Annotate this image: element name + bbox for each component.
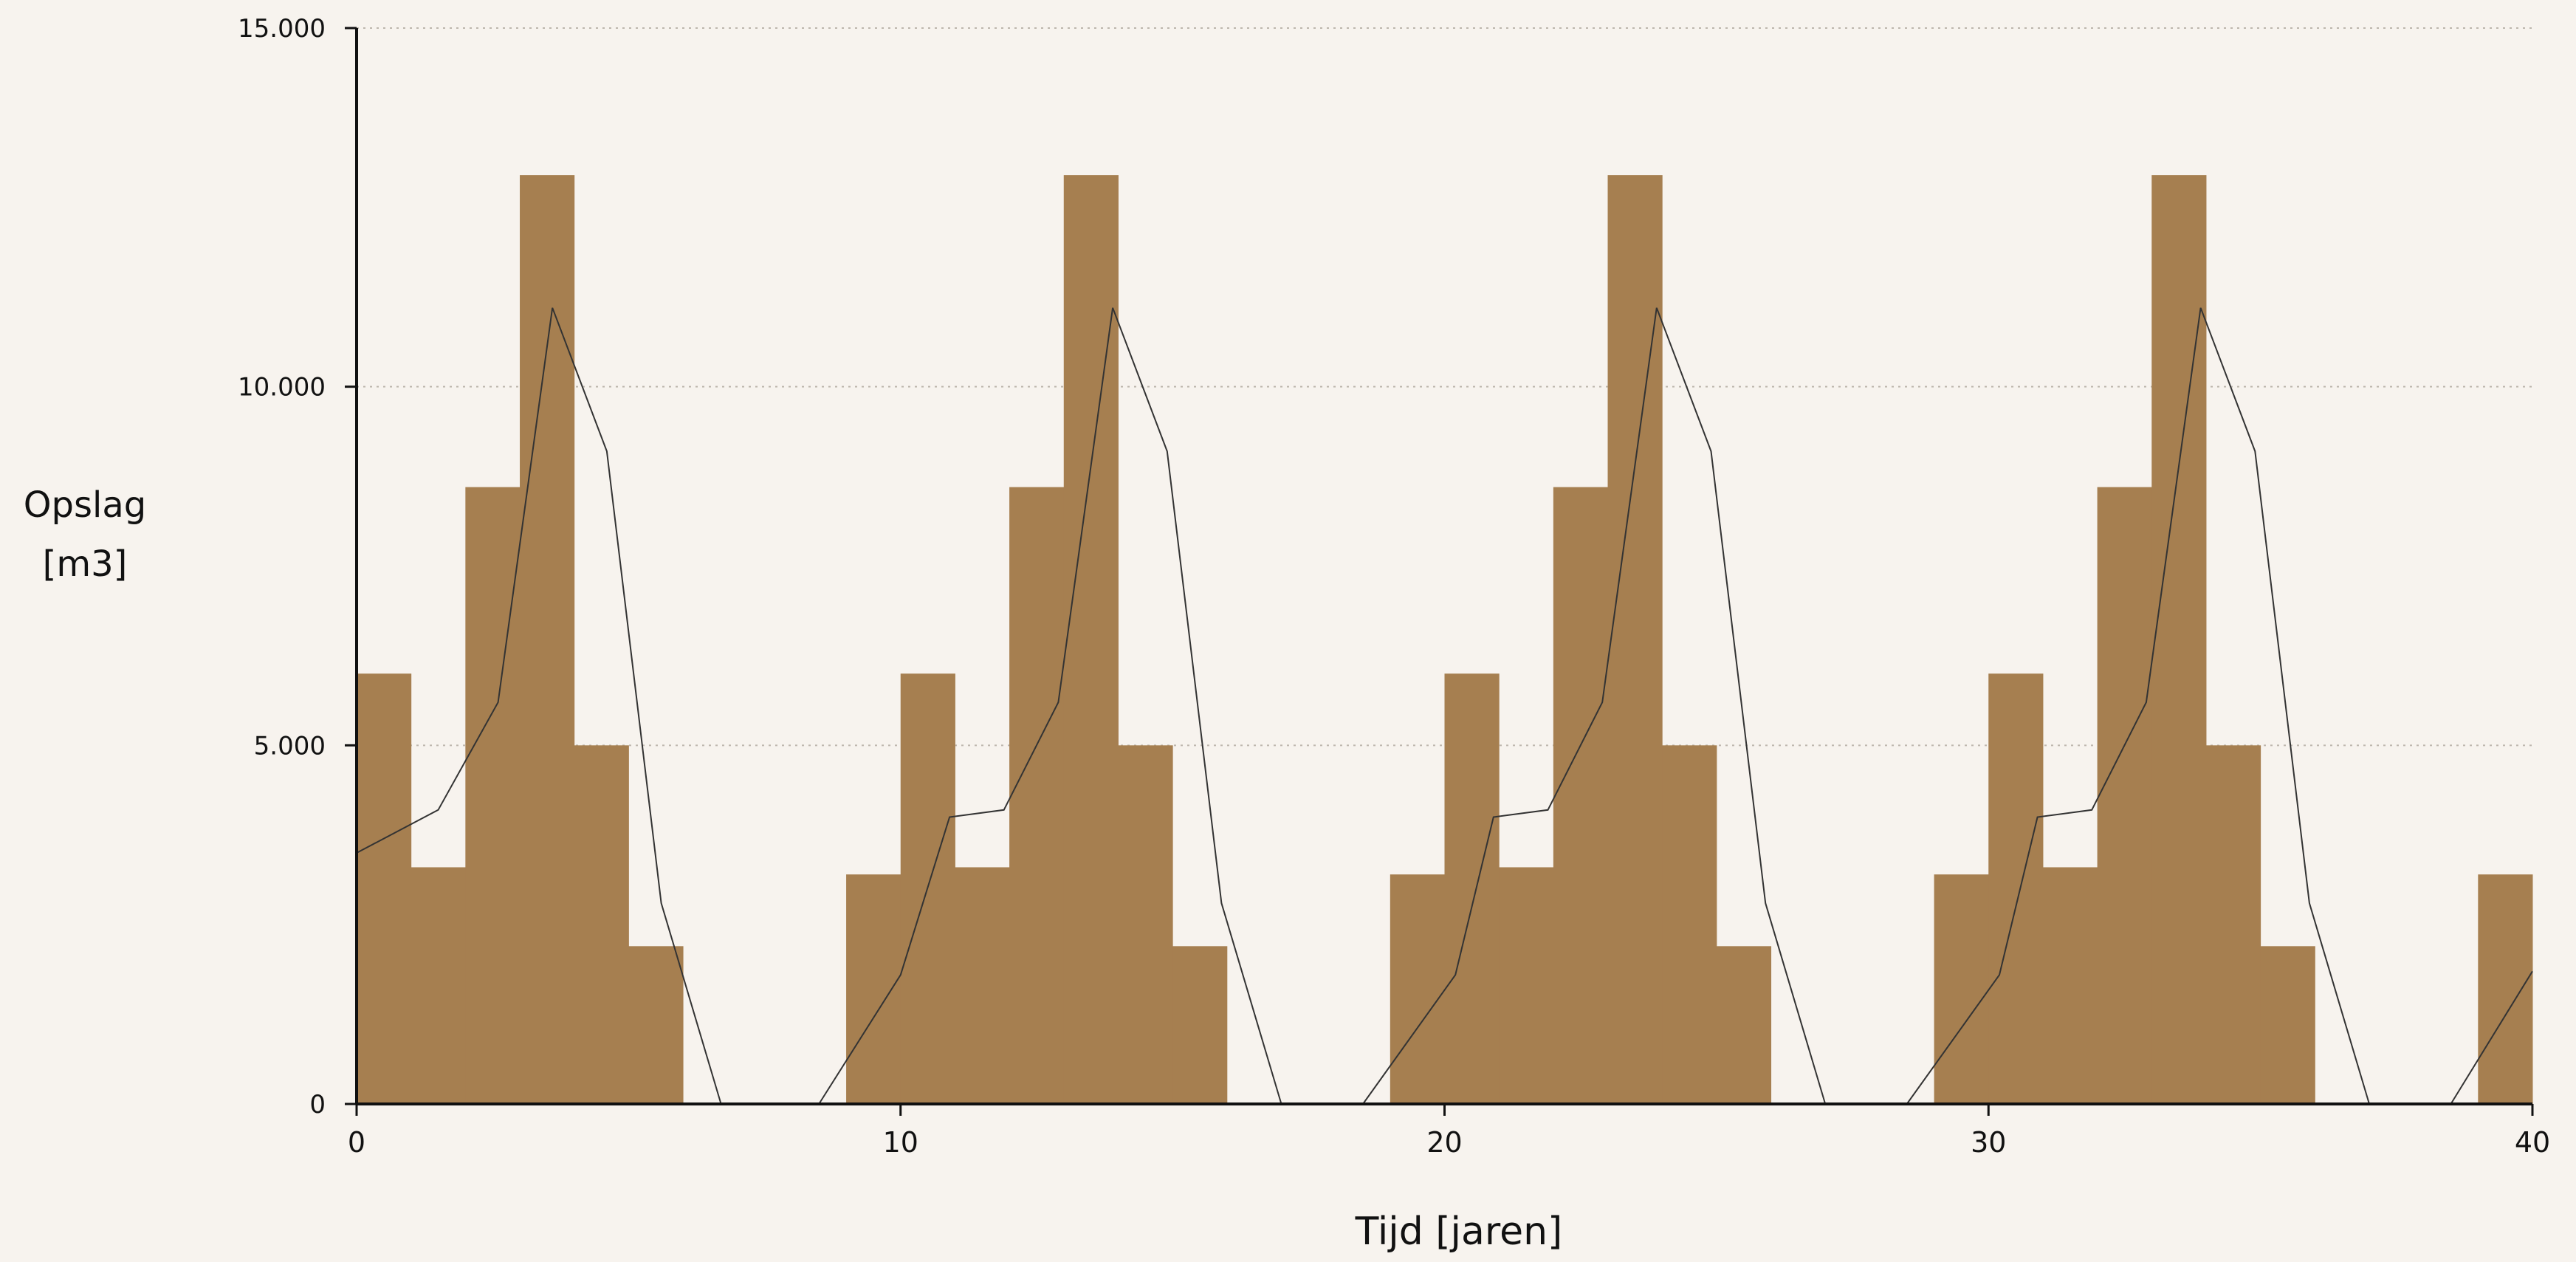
bar <box>1662 745 1717 1104</box>
line-series-segment <box>1906 307 2370 1105</box>
x-tick-label: 40 <box>2515 1126 2550 1159</box>
x-tick-label: 10 <box>883 1126 918 1159</box>
bar <box>1118 745 1173 1104</box>
bar <box>1934 874 1989 1104</box>
line-series-segment <box>356 307 722 1105</box>
bar <box>955 867 1010 1104</box>
bar <box>1988 673 2044 1104</box>
x-tick-label: 0 <box>348 1126 365 1159</box>
y-tick-label: 15.000 <box>238 14 326 44</box>
bar <box>1172 946 1228 1104</box>
line-series-segment <box>2450 970 2533 1105</box>
bar <box>2478 874 2533 1104</box>
bar <box>411 867 466 1104</box>
bar <box>2260 946 2315 1104</box>
bar <box>1499 867 1554 1104</box>
x-axis-label: Tijd [jaren] <box>1355 1210 1563 1254</box>
y-tick-label: 0 <box>309 1090 326 1119</box>
bar <box>1063 175 1119 1105</box>
bar <box>465 487 521 1104</box>
bar <box>1716 946 1772 1104</box>
bar <box>574 745 629 1104</box>
bar <box>2097 487 2152 1104</box>
bar <box>1444 673 1500 1104</box>
bar <box>1009 487 1065 1104</box>
bar <box>520 175 575 1105</box>
x-tick-label: 20 <box>1426 1126 1462 1159</box>
bar <box>2042 867 2098 1104</box>
y-tick-label: 10.000 <box>238 373 326 402</box>
bar <box>357 673 412 1104</box>
x-tick-label: 30 <box>1971 1126 2006 1159</box>
bar <box>1553 487 1609 1104</box>
y-axis-label-line-2: [m3] <box>43 543 128 585</box>
bar <box>2151 175 2207 1105</box>
y-tick-label: 5.000 <box>254 731 326 761</box>
line-series-segment <box>1362 307 1827 1105</box>
bar <box>846 874 901 1104</box>
bar <box>628 946 684 1104</box>
line-series-segment <box>818 307 1282 1105</box>
bar <box>1607 175 1663 1105</box>
bar <box>1390 874 1445 1104</box>
bar <box>2205 745 2261 1104</box>
y-axis-label-line-1: Opslag <box>24 484 146 526</box>
